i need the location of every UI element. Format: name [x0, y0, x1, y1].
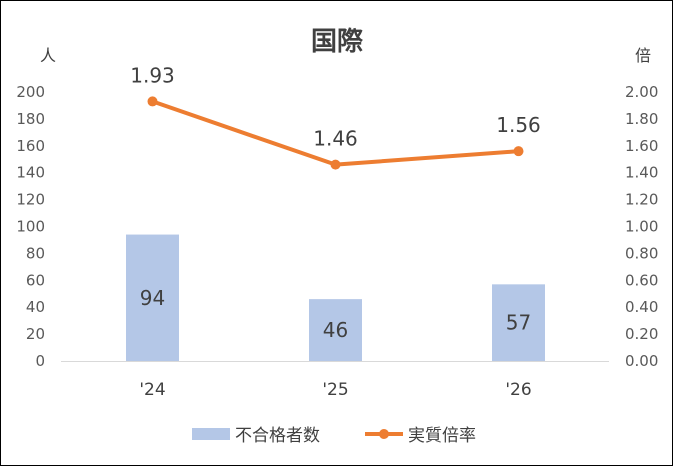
- right-axis-tick-label: 0.60: [625, 271, 658, 289]
- line-marker: [147, 96, 158, 107]
- line-series: [147, 96, 524, 170]
- line-marker: [513, 146, 524, 157]
- category-label: '25: [322, 380, 348, 400]
- right-axis-tick-label: 2.00: [625, 83, 658, 101]
- line-data-label: 1.56: [496, 113, 541, 137]
- line-data-label: 1.46: [313, 127, 358, 151]
- left-axis-tick-label: 60: [26, 271, 45, 289]
- right-axis-tick-label: 1.80: [625, 110, 658, 128]
- right-axis-tick-label: 1.60: [625, 137, 658, 155]
- legend: 不合格者数 実質倍率: [192, 426, 476, 446]
- left-axis-tick-label: 80: [26, 244, 45, 262]
- right-axis-tick-label: 1.40: [625, 164, 658, 182]
- left-axis-ticks: 0 20 40 60 80 100 120 140 160 180 200: [16, 83, 45, 370]
- left-axis-tick-label: 0: [35, 352, 45, 370]
- legend-swatch-bar: [192, 428, 230, 440]
- category-label: '24: [139, 380, 165, 400]
- left-axis-tick-label: 120: [16, 191, 45, 209]
- right-axis-tick-label: 0.40: [625, 298, 658, 316]
- right-axis-tick-label: 0.20: [625, 325, 658, 343]
- category-labels: '24 '25 '26: [139, 380, 531, 400]
- line-data-labels: 1.93 1.46 1.56: [130, 63, 541, 150]
- line-marker: [330, 159, 341, 170]
- left-axis-tick-label: 160: [16, 137, 45, 155]
- right-axis-tick-label: 0.00: [625, 352, 658, 370]
- category-label: '26: [505, 380, 531, 400]
- legend-swatch-marker: [379, 429, 389, 439]
- bar-series: [126, 234, 545, 361]
- legend-label-bar: 不合格者数: [235, 426, 320, 446]
- right-axis-tick-label: 1.20: [625, 191, 658, 209]
- right-axis-unit: 倍: [635, 46, 651, 65]
- left-axis-tick-label: 40: [26, 298, 45, 316]
- chart-title: 国際: [311, 27, 363, 57]
- right-axis-tick-label: 1.00: [625, 218, 658, 236]
- bar: [126, 234, 179, 361]
- line-data-label: 1.93: [130, 63, 175, 87]
- bar-data-labels: 94 46 57: [140, 286, 531, 342]
- left-axis-tick-label: 100: [16, 218, 45, 236]
- bar: [492, 284, 545, 361]
- left-axis-tick-label: 180: [16, 110, 45, 128]
- left-axis-unit: 人: [40, 46, 56, 65]
- left-axis-tick-label: 20: [26, 325, 45, 343]
- bar-data-label: 94: [140, 286, 165, 310]
- left-axis-tick-label: 140: [16, 164, 45, 182]
- legend-label-line: 実質倍率: [408, 426, 476, 446]
- left-axis-tick-label: 200: [16, 83, 45, 101]
- bar: [309, 299, 362, 361]
- bar-data-label: 57: [506, 311, 531, 335]
- bar-data-label: 46: [323, 318, 348, 342]
- right-axis-ticks: 0.00 0.20 0.40 0.60 0.80 1.00 1.20 1.40 1.60 1.80…: [625, 83, 658, 370]
- right-axis-tick-label: 0.80: [625, 244, 658, 262]
